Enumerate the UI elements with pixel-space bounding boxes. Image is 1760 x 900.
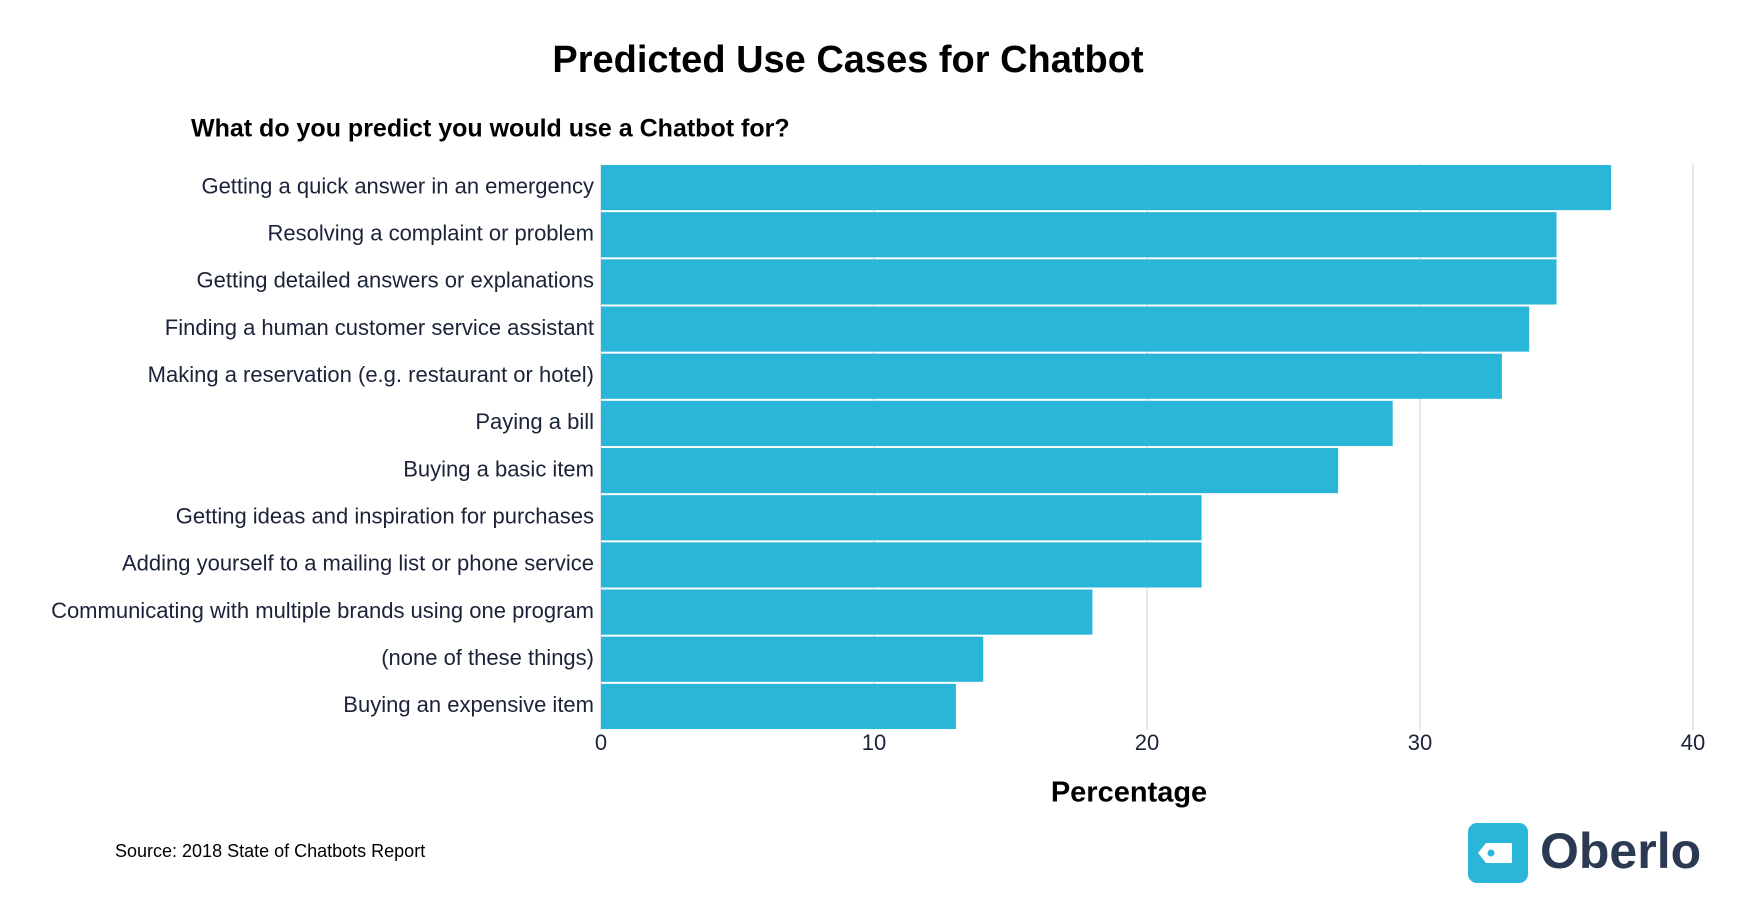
x-tick-label: 0	[595, 730, 607, 755]
logo-text: Oberlo	[1540, 823, 1701, 879]
y-tick-label: Finding a human customer service assista…	[165, 315, 594, 340]
chart-subtitle: What do you predict you would use a Chat…	[191, 115, 790, 143]
y-tick-label: (none of these things)	[381, 645, 594, 670]
y-tick-label: Getting detailed answers or explanations	[197, 268, 594, 293]
y-tick-label: Buying an expensive item	[343, 692, 594, 717]
x-tick-label: 10	[862, 730, 886, 755]
logo-icon	[1468, 823, 1528, 883]
bar	[601, 448, 1339, 494]
bar	[601, 589, 1093, 635]
y-tick-label: Getting ideas and inspiration for purcha…	[176, 504, 594, 529]
x-axis-label: Percentage	[1051, 777, 1207, 809]
bar	[601, 636, 984, 682]
y-tick-label: Paying a bill	[475, 409, 594, 434]
y-tick-label: Adding yourself to a mailing list or pho…	[122, 551, 594, 576]
bar	[601, 542, 1202, 588]
chart-title: Predicted Use Cases for Chatbot	[552, 39, 1144, 81]
y-tick-label: Communicating with multiple brands using…	[51, 598, 594, 623]
bar	[601, 495, 1202, 541]
bar	[601, 353, 1502, 399]
x-tick-label: 20	[1135, 730, 1159, 755]
y-tick-label: Getting a quick answer in an emergency	[201, 173, 594, 198]
y-tick-label: Buying a basic item	[403, 456, 594, 481]
bar	[601, 306, 1530, 352]
bar	[601, 165, 1612, 211]
x-tick-label: 40	[1681, 730, 1705, 755]
y-tick-label: Resolving a complaint or problem	[268, 221, 595, 246]
y-tick-label: Making a reservation (e.g. restaurant or…	[148, 362, 594, 387]
bar	[601, 400, 1393, 446]
bar	[601, 212, 1557, 258]
bar	[601, 259, 1557, 305]
source: Source: 2018 State of Chatbots Report	[115, 841, 425, 861]
x-tick-label: 30	[1408, 730, 1432, 755]
bar	[601, 683, 956, 729]
